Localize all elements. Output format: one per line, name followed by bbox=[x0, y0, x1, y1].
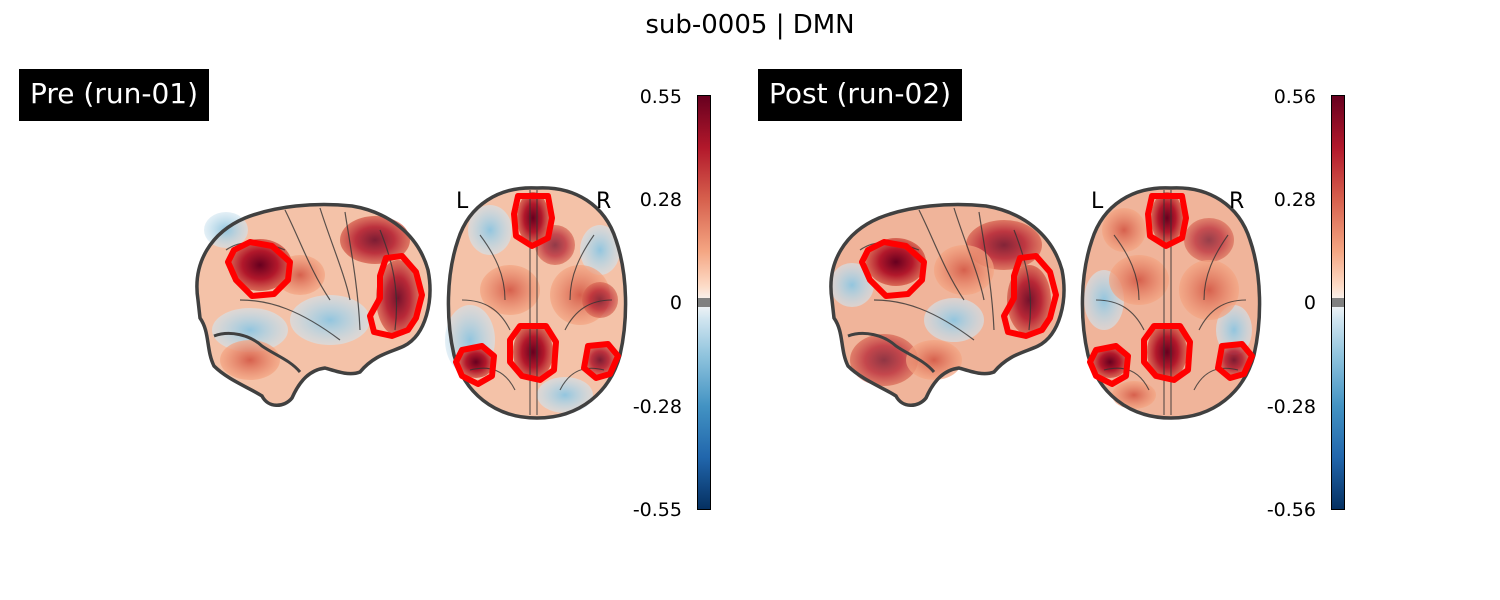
panel-pre: Pre (run-01) bbox=[0, 0, 711, 600]
left-hemisphere-marker: L bbox=[1091, 189, 1104, 214]
right-hemisphere-marker: R bbox=[596, 189, 612, 214]
glass-brain-pre bbox=[195, 186, 628, 420]
sagittal-view bbox=[829, 202, 1066, 407]
panel-post: Post (run-02) bbox=[634, 0, 1345, 600]
colorbar-gradient bbox=[1331, 95, 1345, 510]
axial-view bbox=[445, 186, 628, 420]
axial-view bbox=[1080, 186, 1262, 420]
colorbar-tick-label: -0.28 bbox=[632, 396, 682, 418]
right-hemisphere-marker: R bbox=[1229, 189, 1245, 214]
colorbar-tick-label: 0 bbox=[669, 292, 682, 314]
panel-label: Pre (run-01) bbox=[19, 69, 209, 121]
panel-label: Post (run-02) bbox=[758, 69, 963, 121]
colorbar-threshold-mask bbox=[698, 298, 710, 307]
colorbar-tick-label: 0.28 bbox=[1273, 189, 1316, 211]
figure-title: sub-0005 | DMN bbox=[645, 10, 855, 40]
colorbar-tick-label: 0.28 bbox=[639, 189, 682, 211]
colorbar-tick-label: 0.55 bbox=[639, 86, 682, 108]
left-hemisphere-marker: L bbox=[456, 189, 469, 214]
glass-brain-post bbox=[829, 186, 1262, 420]
colorbar-threshold-mask bbox=[1332, 298, 1344, 307]
colorbar-tick-label: -0.28 bbox=[1266, 396, 1316, 418]
colorbar-tick-label: 0 bbox=[1303, 292, 1316, 314]
colorbar-tick-label: -0.56 bbox=[1266, 499, 1316, 521]
colorbar-gradient bbox=[697, 95, 711, 510]
colorbar-tick-label: 0.56 bbox=[1273, 86, 1316, 108]
colorbar-tick-label: -0.55 bbox=[632, 499, 682, 521]
sagittal-view bbox=[195, 202, 432, 407]
